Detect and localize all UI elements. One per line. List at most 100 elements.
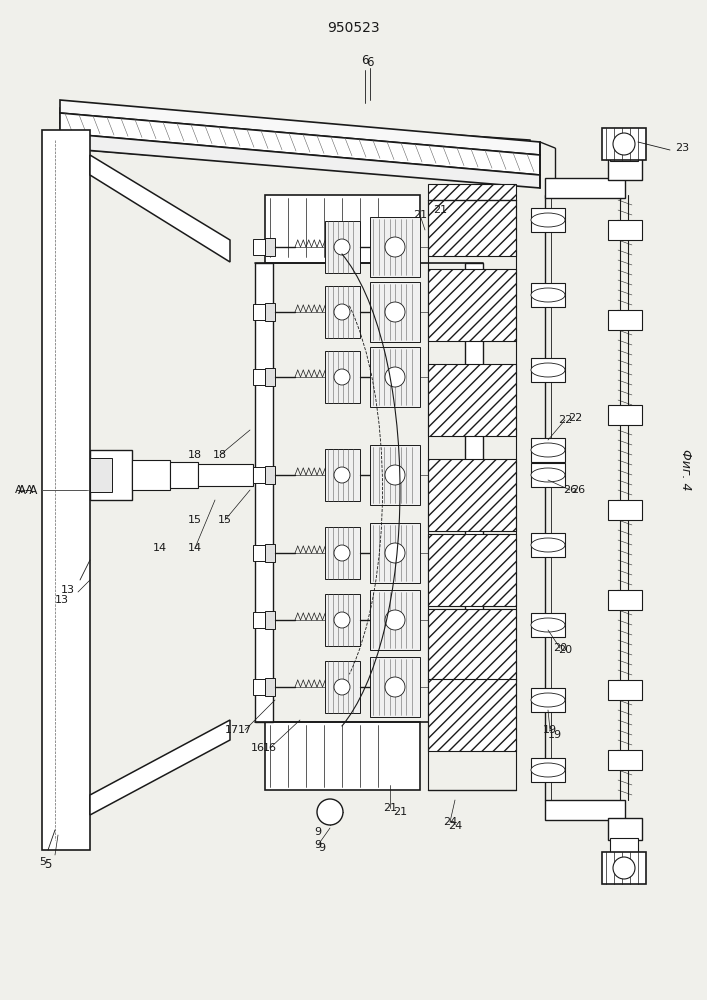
Bar — [608, 220, 642, 240]
Text: 17: 17 — [225, 725, 239, 735]
Circle shape — [385, 302, 405, 322]
Circle shape — [334, 612, 350, 628]
Bar — [253, 612, 265, 628]
Text: 13: 13 — [61, 585, 75, 595]
Text: 15: 15 — [188, 515, 202, 525]
Circle shape — [385, 465, 405, 485]
Bar — [608, 590, 642, 610]
Bar — [253, 467, 265, 483]
Text: 5: 5 — [45, 858, 52, 871]
Bar — [325, 449, 360, 501]
Text: 23: 23 — [675, 143, 689, 153]
Polygon shape — [60, 123, 530, 170]
Bar — [370, 217, 420, 277]
Bar — [255, 263, 273, 722]
Text: 19: 19 — [543, 725, 557, 735]
Bar — [370, 445, 420, 505]
Polygon shape — [90, 720, 230, 815]
Bar — [325, 527, 360, 579]
Text: 26: 26 — [571, 485, 585, 495]
Bar — [531, 283, 565, 307]
Bar — [265, 303, 275, 321]
Circle shape — [613, 133, 635, 155]
Text: 18: 18 — [188, 450, 202, 460]
Bar — [253, 304, 265, 320]
Ellipse shape — [531, 538, 565, 552]
Text: 9: 9 — [315, 827, 322, 837]
Bar — [90, 458, 112, 492]
Bar — [265, 238, 275, 256]
Bar — [170, 462, 198, 488]
Bar — [253, 239, 265, 255]
Text: 15: 15 — [218, 515, 232, 525]
Text: 21: 21 — [393, 807, 407, 817]
Text: 22: 22 — [568, 413, 582, 423]
Text: 24: 24 — [448, 821, 462, 831]
Circle shape — [385, 237, 405, 257]
Bar — [465, 263, 483, 722]
Bar — [370, 347, 420, 407]
Bar — [608, 818, 642, 840]
Polygon shape — [60, 100, 540, 155]
Bar — [265, 466, 275, 484]
Text: 5: 5 — [40, 857, 47, 867]
Bar — [253, 369, 265, 385]
Bar — [198, 464, 253, 486]
Bar — [531, 613, 565, 637]
Text: 6: 6 — [361, 53, 369, 66]
Circle shape — [385, 543, 405, 563]
Text: 20: 20 — [553, 643, 567, 653]
Ellipse shape — [531, 363, 565, 377]
Bar — [265, 544, 275, 562]
Circle shape — [334, 369, 350, 385]
Text: 21: 21 — [433, 205, 447, 215]
Bar — [531, 688, 565, 712]
Bar — [428, 679, 516, 751]
Circle shape — [334, 679, 350, 695]
Bar — [325, 661, 360, 713]
Polygon shape — [90, 155, 230, 262]
Circle shape — [334, 545, 350, 561]
Bar — [265, 195, 420, 263]
Bar — [428, 184, 516, 256]
Bar — [608, 310, 642, 330]
Text: 14: 14 — [188, 543, 202, 553]
Bar — [608, 500, 642, 520]
Text: 13: 13 — [55, 595, 69, 605]
Text: 14: 14 — [153, 543, 167, 553]
Text: 17: 17 — [238, 725, 252, 735]
Circle shape — [334, 239, 350, 255]
Text: 21: 21 — [413, 210, 427, 220]
Text: 16: 16 — [251, 743, 265, 753]
Ellipse shape — [531, 443, 565, 457]
Ellipse shape — [531, 213, 565, 227]
Bar — [608, 750, 642, 770]
Bar — [253, 545, 265, 561]
Bar — [602, 852, 646, 884]
Bar — [602, 128, 646, 160]
Bar — [325, 351, 360, 403]
Bar — [90, 450, 132, 500]
Text: 9: 9 — [318, 843, 325, 853]
Polygon shape — [60, 113, 540, 175]
Bar — [428, 364, 516, 436]
Bar — [531, 438, 565, 462]
Text: А-А: А-А — [18, 484, 38, 496]
Bar — [428, 609, 516, 681]
Polygon shape — [60, 133, 530, 185]
Text: 24: 24 — [443, 817, 457, 827]
Bar — [545, 800, 625, 820]
Bar — [325, 286, 360, 338]
Bar — [608, 158, 642, 180]
Text: 950523: 950523 — [327, 21, 380, 35]
Bar — [428, 459, 516, 531]
Bar — [608, 405, 642, 425]
Circle shape — [385, 677, 405, 697]
Bar — [370, 657, 420, 717]
Bar — [265, 368, 275, 386]
Circle shape — [334, 304, 350, 320]
Bar — [253, 679, 265, 695]
Bar — [132, 460, 170, 490]
Ellipse shape — [531, 468, 565, 482]
Circle shape — [317, 799, 343, 825]
